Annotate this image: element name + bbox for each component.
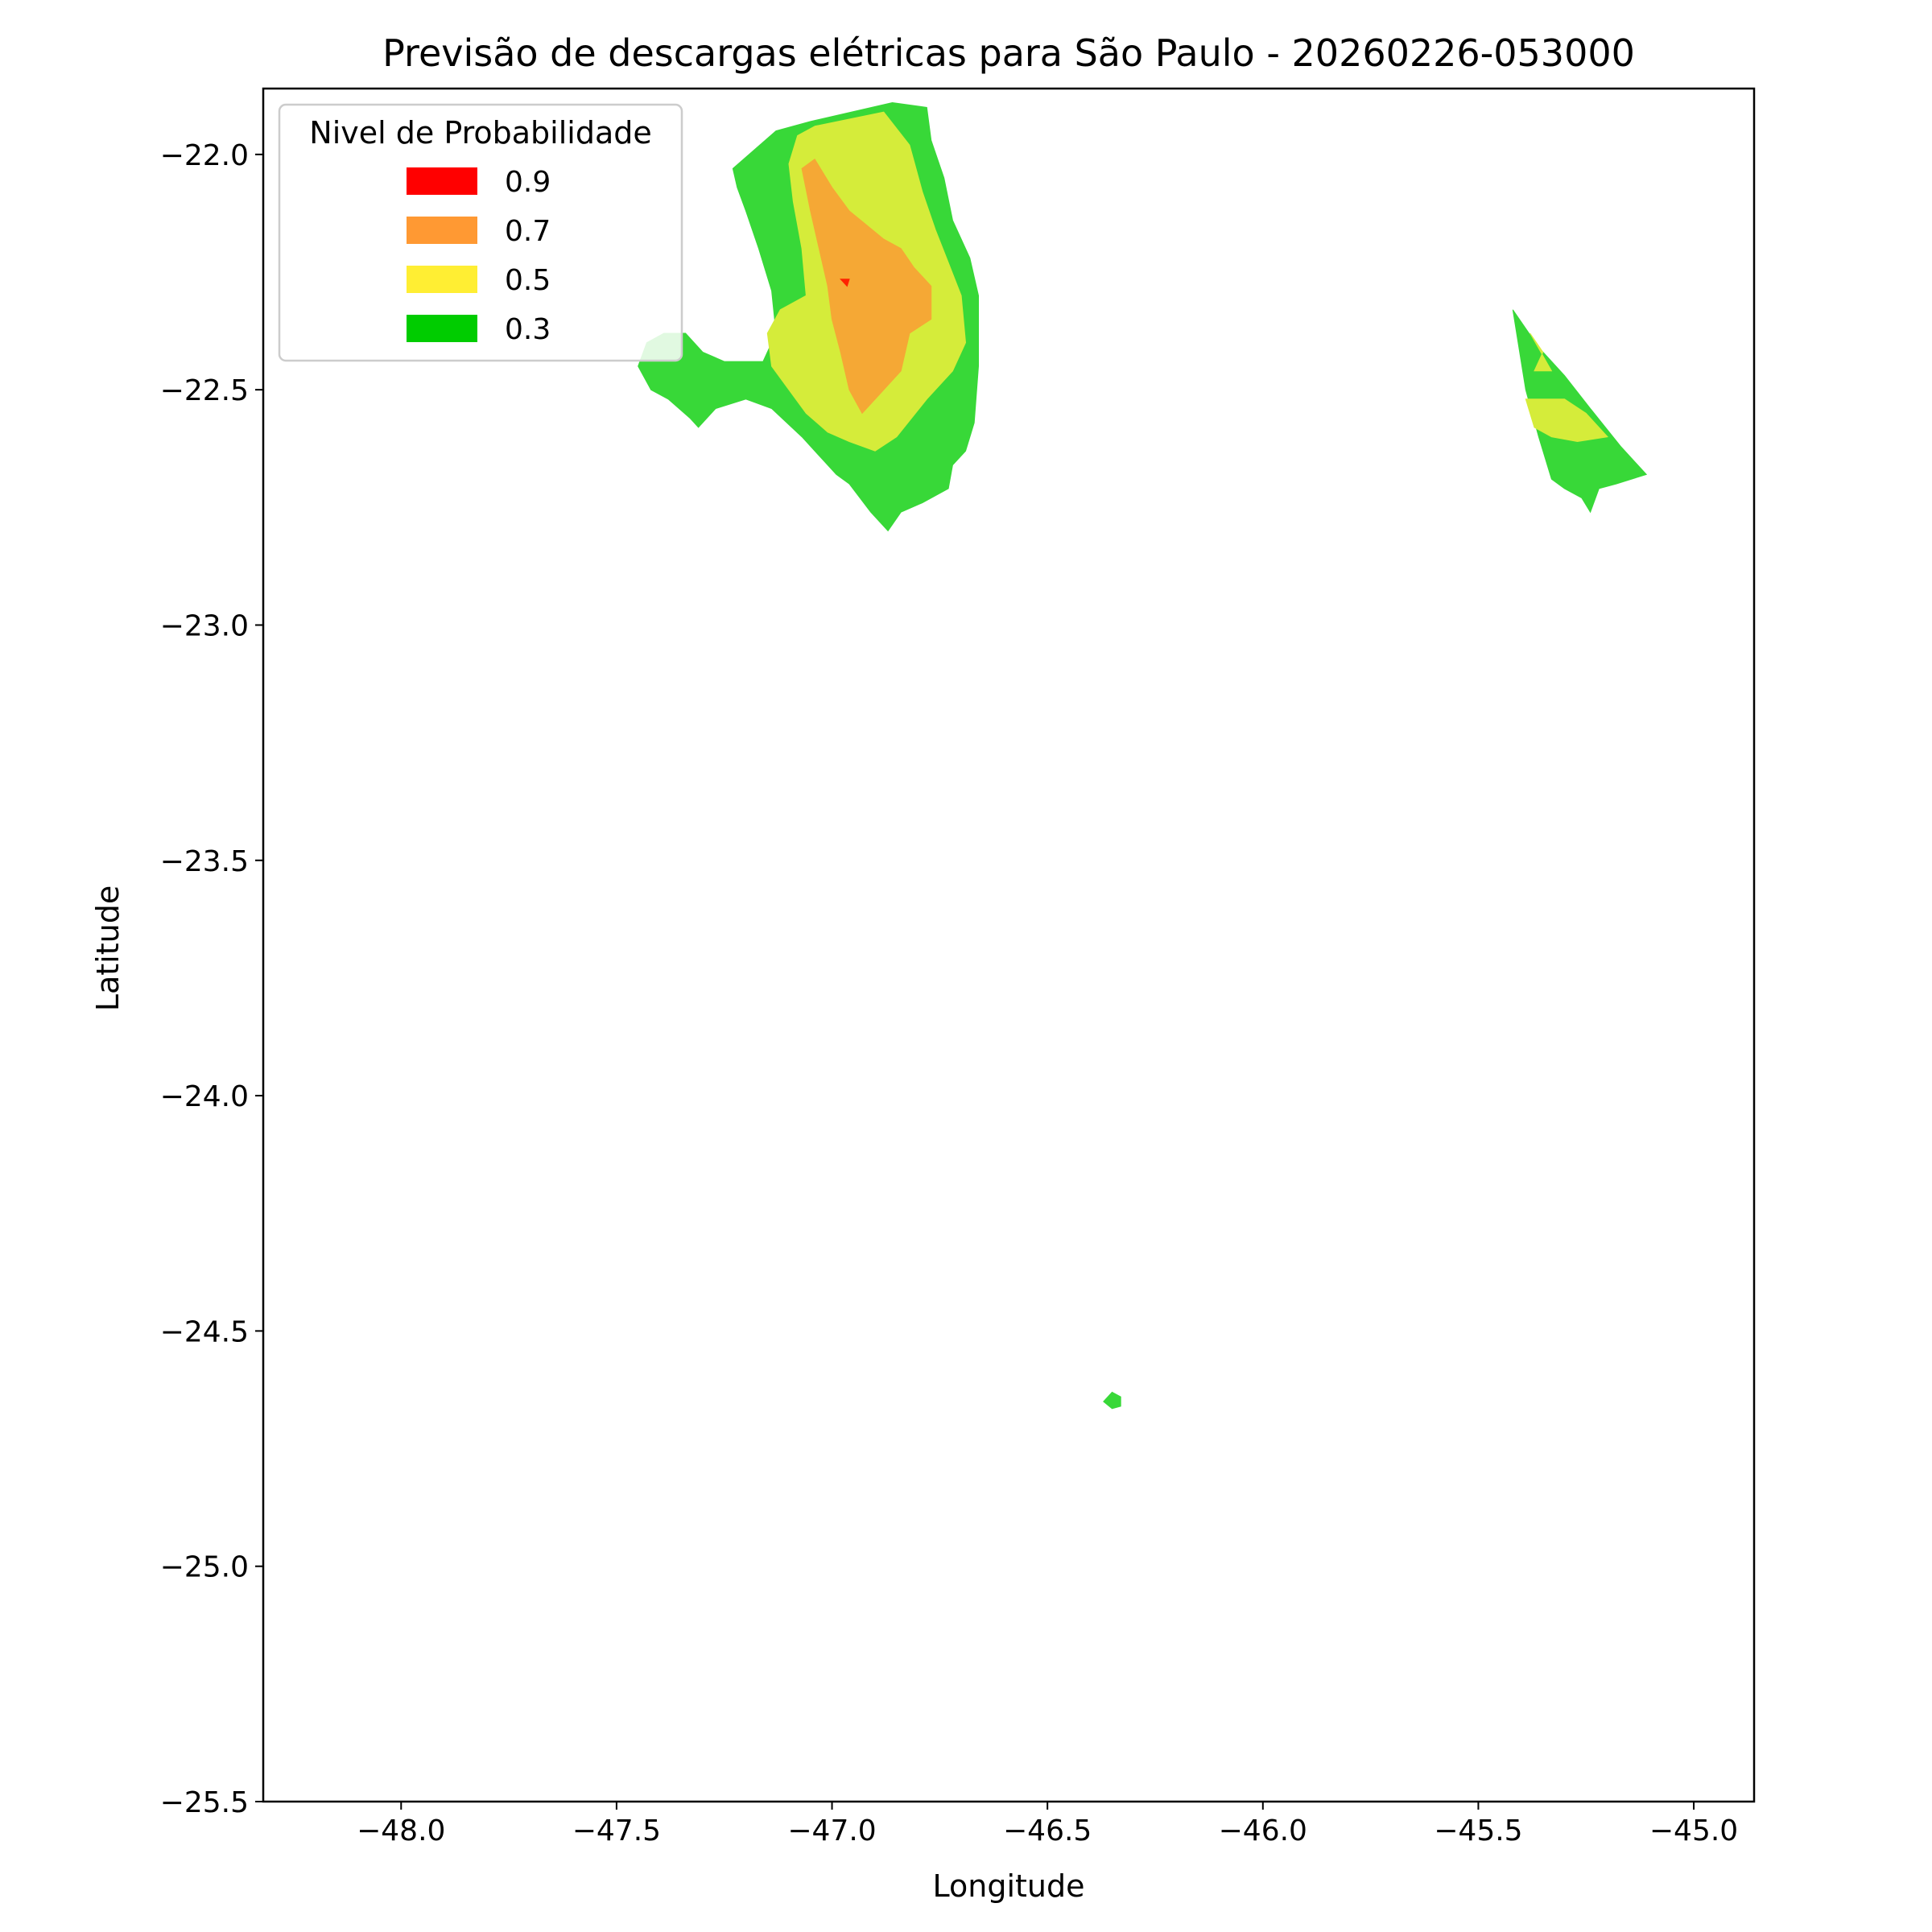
legend-label-2: 0.5 <box>505 264 551 297</box>
probability-region-07-6 <box>801 158 932 415</box>
legend-swatch-3 <box>407 315 477 342</box>
y-tick-label-7: −25.5 <box>160 1786 249 1819</box>
legend-swatch-2 <box>407 266 477 293</box>
x-tick-label-4: −46.0 <box>1219 1814 1307 1847</box>
legend-swatch-0 <box>407 167 477 195</box>
x-tick-label-0: −48.0 <box>357 1814 445 1847</box>
y-tick-label-2: −23.0 <box>160 609 249 642</box>
y-tick-label-6: −25.0 <box>160 1551 249 1584</box>
probability-region-03-2 <box>1103 1391 1121 1410</box>
probability-regions <box>638 101 1648 1410</box>
legend-title: Nivel de Probabilidade <box>309 115 651 151</box>
y-tick-label-1: −22.5 <box>160 374 249 407</box>
probability-region-09-7 <box>840 279 850 287</box>
probability-region-05-4 <box>1525 398 1608 443</box>
y-axis-label: Latitude <box>90 886 126 1011</box>
x-tick-label-6: −45.0 <box>1649 1814 1738 1847</box>
y-tick-label-0: −22.0 <box>160 139 249 172</box>
y-axis: −22.0 −22.5 −23.0 −23.5 −24.0 −24.5 −25.0 −25.5 <box>160 139 263 1819</box>
y-tick-label-5: −24.5 <box>160 1315 249 1348</box>
legend-label-1: 0.7 <box>505 215 551 248</box>
legend-swatch-1 <box>407 217 477 244</box>
axes-frame <box>262 87 1756 1803</box>
x-tick-label-1: −47.5 <box>572 1814 661 1847</box>
chart-title: Previsão de descargas elétricas para São… <box>382 31 1635 75</box>
x-tick-label-5: −45.5 <box>1434 1814 1522 1847</box>
probability-region-05-5 <box>1530 332 1553 372</box>
legend-label-0: 0.9 <box>505 166 551 199</box>
plot-area <box>262 87 1756 1803</box>
x-tick-label-2: −47.0 <box>787 1814 876 1847</box>
x-axis: −48.0 −47.5 −47.0 −46.5 −46.0 −45.5 −45.0 <box>357 1802 1738 1847</box>
y-tick-label-3: −23.5 <box>160 845 249 878</box>
legend-entries: 0.9 0.7 0.5 0.3 <box>407 166 551 346</box>
x-tick-label-3: −46.5 <box>1003 1814 1092 1847</box>
y-tick-label-4: −24.0 <box>160 1080 249 1113</box>
legend-box <box>278 103 683 362</box>
legend: Nivel de Probabilidade 0.9 0.7 0.5 0.3 <box>278 103 683 362</box>
legend-label-3: 0.3 <box>505 313 551 346</box>
x-axis-label: Longitude <box>933 1868 1085 1904</box>
